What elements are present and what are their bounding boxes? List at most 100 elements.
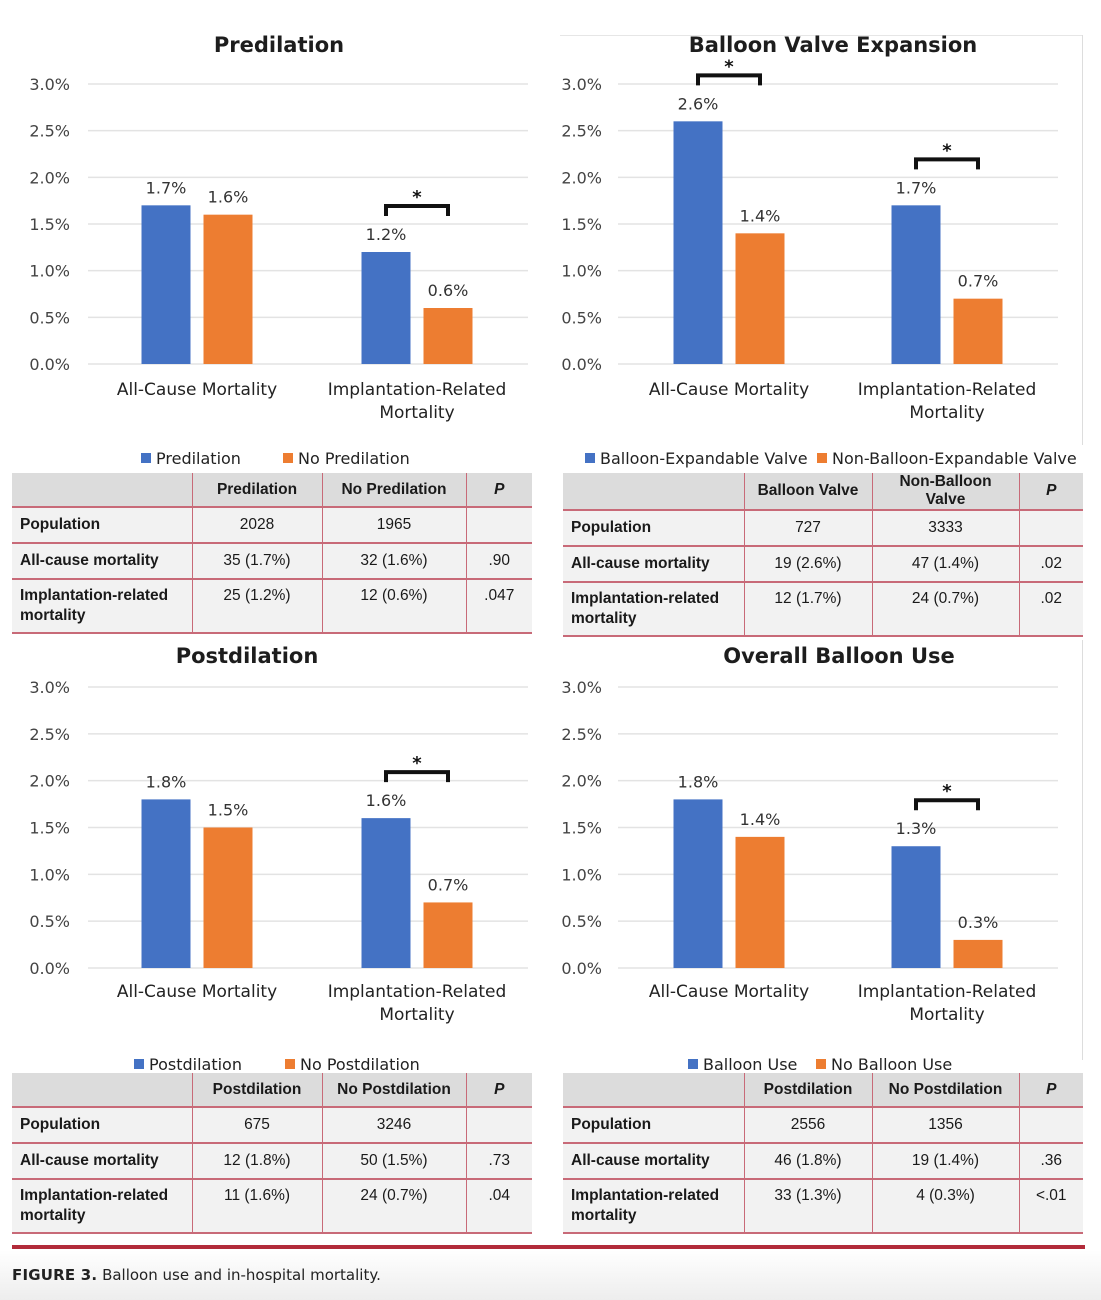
table-header-cell: P	[465, 473, 532, 507]
table-row: All-cause mortality 35 (1.7%) 32 (1.6%) …	[12, 543, 532, 579]
category-label: Implantation-Related	[328, 380, 507, 400]
y-tick-label: 1.5%	[561, 819, 602, 838]
table-header-cell: Balloon Valve	[743, 473, 873, 510]
legend-label: Balloon-Expandable Valve	[600, 449, 808, 468]
p-value	[465, 1107, 532, 1143]
table-row: Population 675 3246	[12, 1107, 532, 1143]
table-header-cell: P	[1018, 473, 1083, 510]
table-cell: 46 (1.8%)	[743, 1143, 873, 1179]
category-label: Mortality	[909, 1005, 984, 1025]
table-cell: 12 (0.6%)	[321, 579, 467, 633]
data-label: 2.6%	[678, 94, 719, 113]
p-value: .73	[465, 1143, 532, 1179]
bar-blue	[141, 799, 191, 968]
y-tick-label: 2.0%	[561, 168, 602, 187]
table-row: Population 727 3333	[563, 510, 1083, 546]
table-cell: 24 (0.7%)	[871, 582, 1020, 636]
data-label: 1.2%	[366, 225, 407, 244]
figure-caption: FIGURE 3. Balloon use and in-hospital mo…	[12, 1266, 381, 1284]
y-tick-label: 3.0%	[561, 75, 602, 94]
bar-orange	[203, 214, 253, 364]
bar-orange	[423, 308, 473, 364]
p-value: .02	[1018, 546, 1083, 582]
y-tick-label: 2.0%	[561, 772, 602, 791]
bar-orange	[735, 836, 785, 968]
table-header-cell: Predilation	[191, 473, 323, 507]
table-header-cell	[12, 1073, 193, 1107]
legend-swatch-orange	[283, 453, 293, 463]
data-label: 1.6%	[366, 791, 407, 810]
bar-orange	[953, 939, 1003, 968]
data-label: 0.7%	[428, 875, 469, 894]
y-tick-label: 3.0%	[561, 678, 602, 697]
table-cell: 47 (1.4%)	[871, 546, 1020, 582]
category-label: All-Cause Mortality	[649, 380, 809, 400]
table-cell: 3246	[321, 1107, 467, 1143]
y-tick-label: 2.0%	[29, 772, 70, 791]
legend-label: No Postdilation	[300, 1055, 420, 1074]
row-label: Population	[12, 507, 193, 543]
p-value: .36	[1018, 1143, 1083, 1179]
table-cell: 35 (1.7%)	[191, 543, 323, 579]
table-header-cell: No Postdilation	[871, 1073, 1020, 1107]
table-header-cell: Postdilation	[743, 1073, 873, 1107]
p-value: .047	[465, 579, 532, 633]
row-label: Implantation-related mortality	[12, 1179, 193, 1233]
legend-swatch-blue	[585, 453, 595, 463]
table-header-cell: Postdilation	[191, 1073, 323, 1107]
y-tick-label: 3.0%	[29, 75, 70, 94]
table-header-row: Balloon Valve Non-Balloon Valve P	[563, 473, 1083, 510]
data-label: 1.3%	[896, 819, 937, 838]
table-row: All-cause mortality 19 (2.6%) 47 (1.4%) …	[563, 546, 1083, 582]
significance-bracket	[384, 204, 450, 216]
table-cell: 2556	[743, 1107, 873, 1143]
y-tick-label: 0.5%	[29, 912, 70, 931]
table-cell: 19 (2.6%)	[743, 546, 873, 582]
row-label: Implantation-related mortality	[563, 582, 745, 636]
table-row: All-cause mortality 12 (1.8%) 50 (1.5%) …	[12, 1143, 532, 1179]
table-row: Implantation-related mortality 11 (1.6%)…	[12, 1179, 532, 1233]
table-header-cell	[563, 1073, 745, 1107]
y-tick-label: 0.0%	[561, 355, 602, 374]
significance-bracket	[914, 157, 980, 170]
significance-asterisk: *	[412, 753, 422, 774]
panel-border-top	[560, 35, 1083, 36]
y-tick-label: 1.5%	[561, 215, 602, 234]
p-value	[465, 507, 532, 543]
figure-caption-text: Balloon use and in-hospital mortality.	[102, 1266, 381, 1284]
data-label: 1.4%	[740, 206, 781, 225]
y-tick-label: 1.0%	[561, 865, 602, 884]
table-cell: 50 (1.5%)	[321, 1143, 467, 1179]
category-label: Implantation-Related	[858, 982, 1037, 1002]
significance-bracket	[696, 73, 762, 86]
category-label: Mortality	[379, 1005, 454, 1025]
category-label: All-Cause Mortality	[649, 982, 809, 1002]
bar-orange	[423, 902, 473, 968]
legend-label: Balloon Use	[703, 1055, 797, 1074]
table-header-cell: No Postdilation	[321, 1073, 467, 1107]
significance-asterisk: *	[942, 781, 952, 802]
legend-label: Non-Balloon-Expandable Valve	[832, 449, 1077, 468]
table-cell: 4 (0.3%)	[871, 1179, 1020, 1233]
chart-title: Postdilation	[176, 644, 319, 668]
panel-border-right	[1082, 640, 1083, 1060]
caption-area	[0, 1250, 1101, 1300]
category-label: All-Cause Mortality	[117, 982, 277, 1002]
category-label: Mortality	[379, 403, 454, 423]
bar-blue	[141, 205, 191, 364]
category-label: All-Cause Mortality	[117, 380, 277, 400]
category-label: Mortality	[909, 403, 984, 423]
table-row: Implantation-related mortality 25 (1.2%)…	[12, 579, 532, 633]
data-label: 1.8%	[146, 772, 187, 791]
p-value	[1018, 1107, 1083, 1143]
legend-label: Predilation	[156, 449, 241, 468]
y-tick-label: 1.5%	[29, 215, 70, 234]
table-cell: 24 (0.7%)	[321, 1179, 467, 1233]
data-label: 0.3%	[958, 913, 999, 932]
table-cell: 1356	[871, 1107, 1020, 1143]
table-cell: 675	[191, 1107, 323, 1143]
data-label: 1.8%	[678, 772, 719, 791]
data-label: 1.5%	[208, 801, 249, 820]
table-cell: 12 (1.8%)	[191, 1143, 323, 1179]
table-row: Population 2556 1356	[563, 1107, 1083, 1143]
